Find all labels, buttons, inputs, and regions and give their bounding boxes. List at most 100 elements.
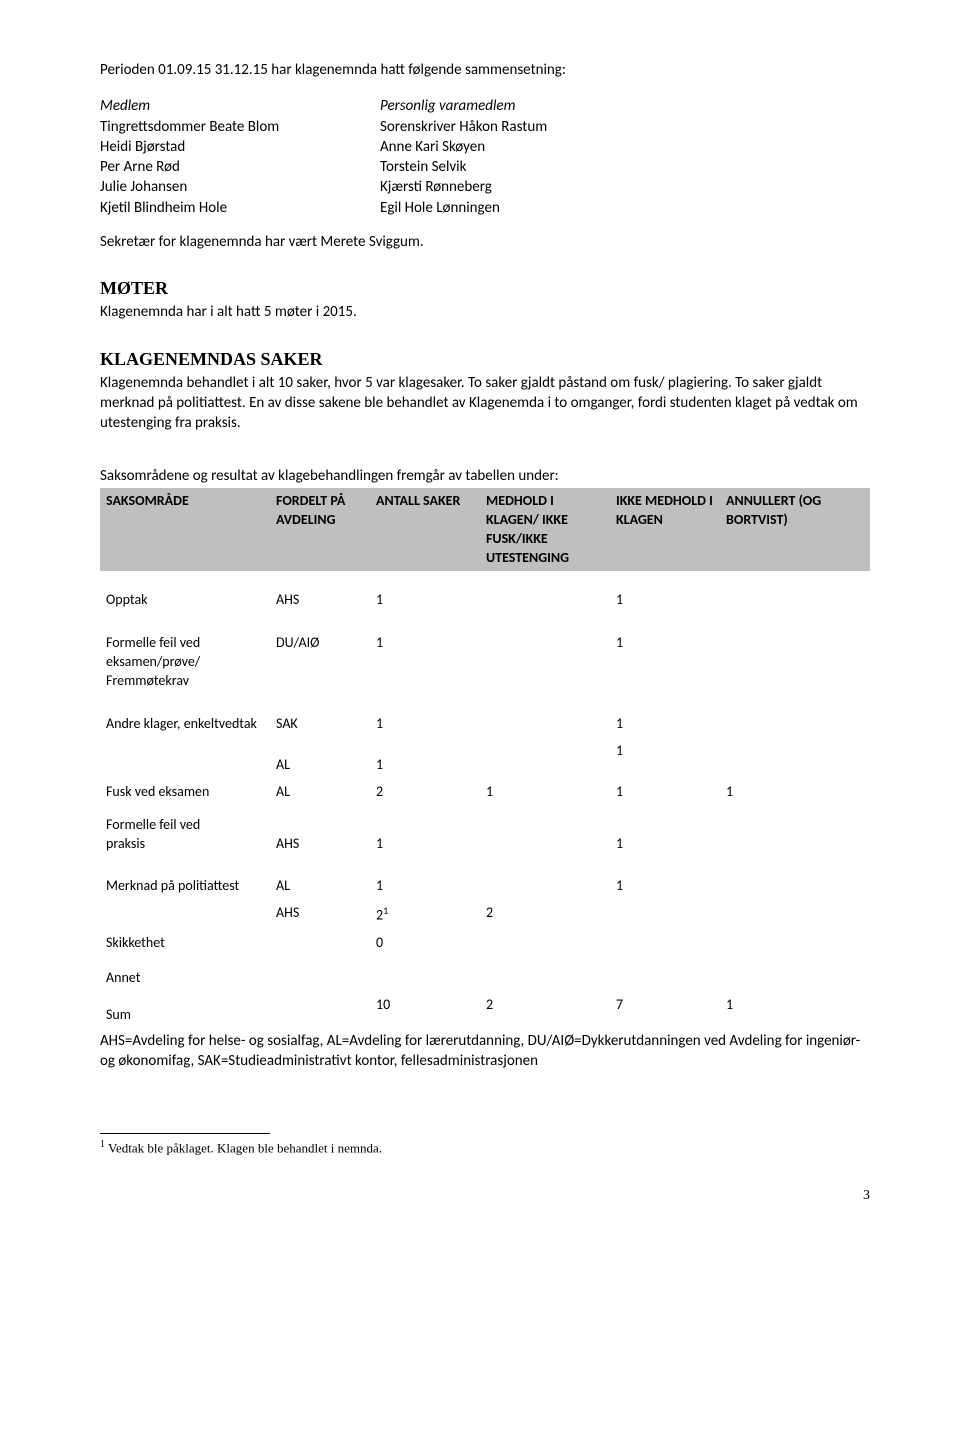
cell: 2 <box>480 992 610 1029</box>
member-right: Anne Kari Skøyen <box>380 137 870 157</box>
th-annullert: ANNULLERT (OG BORTVIST) <box>720 488 870 572</box>
member-right: Sorenskriver Håkon Rastum <box>380 117 870 137</box>
th-antall: ANTALL SAKER <box>370 488 480 572</box>
cell <box>610 900 720 930</box>
member-right: Torstein Selvik <box>380 157 870 177</box>
th-fordelt: FORDELT PÅ AVDELING <box>270 488 370 572</box>
cell: 1 <box>610 614 720 695</box>
legend-text: AHS=Avdeling for helse- og sosialfag, AL… <box>100 1031 870 1072</box>
table-row: praksis AHS 1 1 <box>100 835 870 858</box>
cell <box>270 992 370 1029</box>
member-row: Tingrettsdommer Beate Blom Sorenskriver … <box>100 117 870 137</box>
cell: AL <box>270 779 370 806</box>
cell <box>480 957 610 992</box>
cell <box>480 857 610 900</box>
table-row: AL 1 1 <box>100 738 870 779</box>
cell: 1 <box>370 614 480 695</box>
member-row: Julie Johansen Kjærsti Rønneberg <box>100 177 870 197</box>
table-row: Sum 10 2 7 1 <box>100 992 870 1029</box>
cell: Opptak <box>100 571 270 614</box>
cell <box>720 738 870 779</box>
cell: AHS <box>270 900 370 930</box>
cell: Andre klager, enkeltvedtak <box>100 695 270 738</box>
cell <box>270 930 370 957</box>
table-row: Formelle feil ved <box>100 806 870 835</box>
cell: AHS <box>270 571 370 614</box>
th-saksomrade: SAKSOMRÅDE <box>100 488 270 572</box>
cell <box>720 930 870 957</box>
table-row: Merknad på politiattest AL 1 1 <box>100 857 870 900</box>
cell: 0 <box>370 930 480 957</box>
table-row: Opptak AHS 1 1 <box>100 571 870 614</box>
cell: DU/AIØ <box>270 614 370 695</box>
cell: Fusk ved eksamen <box>100 779 270 806</box>
moter-body: Klagenemnda har i alt hatt 5 møter i 201… <box>100 302 870 322</box>
table-intro: Saksområdene og resultat av klagebehandl… <box>100 466 870 486</box>
cell: 1 <box>610 779 720 806</box>
cell <box>610 957 720 992</box>
table-row: Formelle feil ved eksamen/prøve/ Fremmøt… <box>100 614 870 695</box>
saker-body: Klagenemnda behandlet i alt 10 saker, hv… <box>100 373 870 434</box>
cell <box>720 900 870 930</box>
th-ikke-medhold: IKKE MEDHOLD I KLAGEN <box>610 488 720 572</box>
cell: 1 <box>610 571 720 614</box>
cell: Merknad på politiattest <box>100 857 270 900</box>
cell: 1 <box>370 571 480 614</box>
cell: 1 <box>610 738 720 779</box>
cell <box>270 957 370 992</box>
member-left: Kjetil Blindheim Hole <box>100 198 380 218</box>
cell: SAK <box>270 695 370 738</box>
cell: 1 <box>610 835 720 858</box>
cell <box>610 930 720 957</box>
col-right-header: Personlig varamedlem <box>380 96 870 116</box>
cell <box>720 571 870 614</box>
member-right: Kjærsti Rønneberg <box>380 177 870 197</box>
cell <box>480 614 610 695</box>
cell: 1 <box>480 779 610 806</box>
cell: 1 <box>610 857 720 900</box>
cell: 7 <box>610 992 720 1029</box>
cell: 1 <box>370 695 480 738</box>
cell <box>480 695 610 738</box>
cell <box>370 957 480 992</box>
member-row: Per Arne Rød Torstein Selvik <box>100 157 870 177</box>
cell: 2 <box>370 779 480 806</box>
cell: Annet <box>100 957 270 992</box>
cell <box>100 738 270 779</box>
cell <box>720 957 870 992</box>
footnote-text: 1 Vedtak ble påklaget. Klagen ble behand… <box>100 1138 870 1157</box>
cell <box>100 900 270 930</box>
saker-heading: KLAGENEMNDAS SAKER <box>100 347 870 371</box>
table-row: Andre klager, enkeltvedtak SAK 1 1 <box>100 695 870 738</box>
cell <box>720 614 870 695</box>
cell: 1 <box>720 779 870 806</box>
member-row: Heidi Bjørstad Anne Kari Skøyen <box>100 137 870 157</box>
cell: 2 <box>480 900 610 930</box>
results-table: SAKSOMRÅDE FORDELT PÅ AVDELING ANTALL SA… <box>100 488 870 1029</box>
table-row: Fusk ved eksamen AL 2 1 1 1 <box>100 779 870 806</box>
cell: Sum <box>100 992 270 1029</box>
member-row: Kjetil Blindheim Hole Egil Hole Lønninge… <box>100 198 870 218</box>
member-left: Per Arne Rød <box>100 157 380 177</box>
cell: 1 <box>370 835 480 858</box>
cell: 1 <box>610 695 720 738</box>
cell: 1 <box>370 738 480 779</box>
cell <box>480 930 610 957</box>
moter-heading: MØTER <box>100 276 870 300</box>
cell: 10 <box>370 992 480 1029</box>
member-left: Julie Johansen <box>100 177 380 197</box>
cell <box>720 695 870 738</box>
intro-text: Perioden 01.09.15 31.12.15 har klagenemn… <box>100 60 870 80</box>
cell: AHS <box>270 835 370 858</box>
col-left-header: Medlem <box>100 96 380 116</box>
cell: AL <box>270 857 370 900</box>
member-left: Heidi Bjørstad <box>100 137 380 157</box>
secretary-text: Sekretær for klagenemnda har vært Merete… <box>100 232 870 252</box>
footnote-rule <box>100 1133 270 1134</box>
cell: 1 <box>370 857 480 900</box>
cell: AL <box>270 738 370 779</box>
member-right: Egil Hole Lønningen <box>380 198 870 218</box>
page-number: 3 <box>100 1187 870 1206</box>
cell: praksis <box>100 835 270 858</box>
cell <box>720 835 870 858</box>
